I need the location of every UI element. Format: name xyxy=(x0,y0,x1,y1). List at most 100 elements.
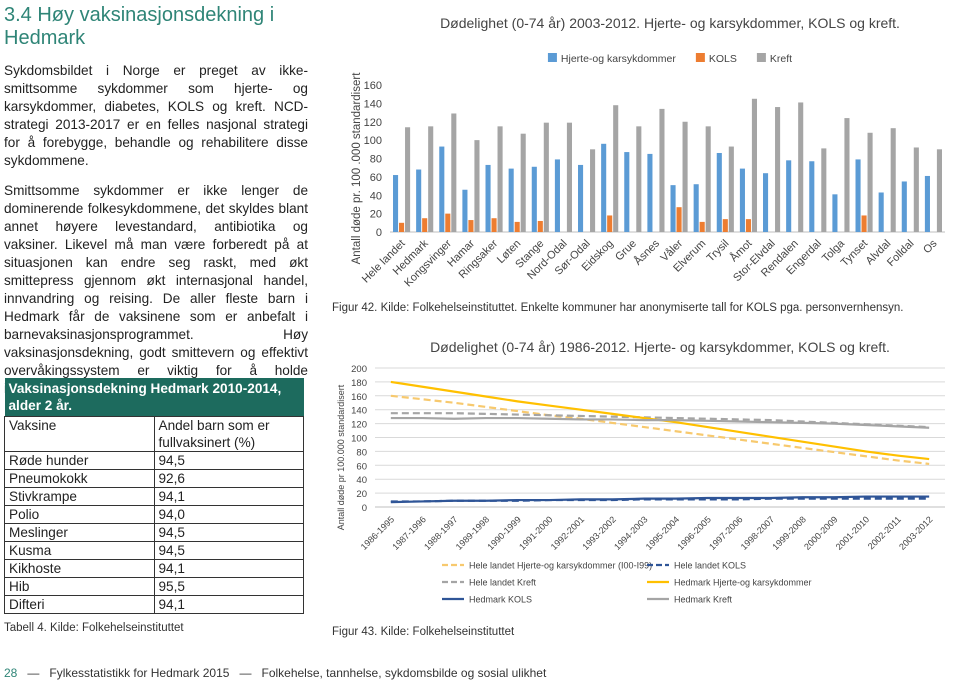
x-tick-label: 2003-2012 xyxy=(897,514,935,552)
chart-title: Dødelighet (0-74 år) 1986-2012. Hjerte- … xyxy=(430,339,890,355)
table-cell: Difteri xyxy=(4,595,155,614)
bar xyxy=(636,126,642,232)
table-row: Meslinger 94,5 xyxy=(4,523,304,542)
y-tick-label: 80 xyxy=(356,447,367,458)
table-cell: Kikhoste xyxy=(4,559,155,578)
legend-label: Hedmark Hjerte-og karsykdommer xyxy=(674,578,812,588)
line xyxy=(390,412,930,429)
bar xyxy=(751,98,757,232)
table-cell: 94,0 xyxy=(153,505,304,524)
bar xyxy=(537,220,543,232)
legend: Hjerte-og karsykdommer KOLS Kreft xyxy=(547,53,792,65)
table-cell: 94,1 xyxy=(153,595,304,614)
table-cell: Meslinger xyxy=(4,523,155,542)
y-tick-label: 60 xyxy=(356,461,367,472)
bar xyxy=(531,166,537,232)
legend-label: Hele landet Hjerte-og karsykdommer (I00-… xyxy=(469,561,652,571)
chapter: Folkehelse, tannhelse, sykdomsbilde og s… xyxy=(261,666,547,680)
table-cell: Pneumokokk xyxy=(4,469,155,488)
y-tick-label: 60 xyxy=(370,172,382,184)
bar xyxy=(693,184,699,232)
bar xyxy=(682,121,688,232)
bar xyxy=(775,107,781,232)
bar xyxy=(716,152,722,232)
table-cell: 94,1 xyxy=(153,487,304,506)
bar xyxy=(855,159,861,232)
bar xyxy=(514,221,520,232)
bar xyxy=(468,220,474,232)
bar xyxy=(601,143,607,232)
bar xyxy=(670,185,676,232)
table-row: Stivkrampe 94,1 xyxy=(4,487,304,506)
y-tick-label: 140 xyxy=(351,406,367,417)
bar xyxy=(613,105,619,232)
x-tick-label: 2001-2010 xyxy=(834,514,872,552)
bar xyxy=(722,219,728,232)
legend-label: Hele landet KOLS xyxy=(674,561,746,571)
table-row: Røde hunder 94,5 xyxy=(4,451,304,470)
table-cell: Røde hunder xyxy=(4,451,155,470)
footer: 28 — Fylkesstatistikk for Hedmark 2015 —… xyxy=(4,666,954,680)
bar xyxy=(936,149,942,232)
y-tick-label: 100 xyxy=(364,135,382,147)
legend-label: Hedmark KOLS xyxy=(469,595,532,605)
bar xyxy=(705,126,711,232)
bar xyxy=(676,207,682,232)
y-tick-label: 40 xyxy=(356,475,367,486)
table-cell: 92,6 xyxy=(153,469,304,488)
bar xyxy=(520,133,526,232)
x-tick-label: Tynset xyxy=(839,238,870,269)
bar xyxy=(393,175,399,232)
separator: — xyxy=(232,666,259,680)
bar xyxy=(399,222,405,232)
legend-label: Hele landet Kreft xyxy=(469,578,537,588)
bar xyxy=(422,218,428,232)
bar xyxy=(428,126,434,232)
bar xyxy=(745,219,751,232)
x-tick-label: Åsnes xyxy=(631,237,662,268)
table-row: Difteri 94,1 xyxy=(4,595,304,614)
table-cell: Kusma xyxy=(4,541,155,560)
y-tick-label: 160 xyxy=(364,80,382,92)
table-row: Hib 95,5 xyxy=(4,577,304,596)
y-tick-label: 0 xyxy=(362,503,367,514)
bar xyxy=(405,127,411,232)
bar xyxy=(901,181,907,232)
table-cell: Hib xyxy=(4,577,155,596)
legend-swatch xyxy=(756,53,766,62)
table-caption: Tabell 4. Kilde: Folkehelseinstituttet xyxy=(4,622,184,634)
legend-swatch xyxy=(695,53,705,62)
table-title-row: Vaksinasjonsdekning Hedmark 2010-2014, a… xyxy=(4,378,304,417)
figure-caption: Figur 43. Kilde: Folkehelseinstituttet xyxy=(332,626,515,638)
line xyxy=(390,394,930,466)
line xyxy=(390,416,930,429)
table-header: Vaksine Andel barn som er fullvaksinert (… xyxy=(4,416,304,452)
bar xyxy=(474,140,480,232)
bar xyxy=(924,175,930,232)
table-cell: 94,5 xyxy=(153,451,304,470)
bar xyxy=(913,147,919,232)
table-row: Kikhoste 94,1 xyxy=(4,559,304,578)
table-row: Kusma 94,5 xyxy=(4,541,304,560)
bar xyxy=(798,102,804,232)
table-cell: Stivkrampe xyxy=(4,487,155,506)
bar xyxy=(543,122,549,232)
table-row: Polio 94,0 xyxy=(4,505,304,524)
y-axis-label: Antall døde pr. 100 .000 standardisert xyxy=(351,72,363,265)
separator: — xyxy=(20,666,47,680)
line xyxy=(390,495,930,504)
y-axis-label: Antall døde pr 100.000 standardisert xyxy=(336,384,346,530)
bar xyxy=(728,146,734,232)
table-cell: Vaksine xyxy=(4,416,155,452)
legend-label: KOLS xyxy=(709,53,737,65)
y-tick-label: 160 xyxy=(351,392,367,403)
y-tick-label: 120 xyxy=(364,117,382,129)
line-chart: Dødelighet (0-74 år) 1986-2012. Hjerte- … xyxy=(336,339,945,605)
bar xyxy=(554,159,560,232)
bar xyxy=(890,128,896,232)
bar xyxy=(763,173,769,232)
bar xyxy=(659,108,665,232)
y-tick-label: 20 xyxy=(356,489,367,500)
paragraph: Sykdomsbildet i Norge er preget av ikke-… xyxy=(4,63,308,168)
